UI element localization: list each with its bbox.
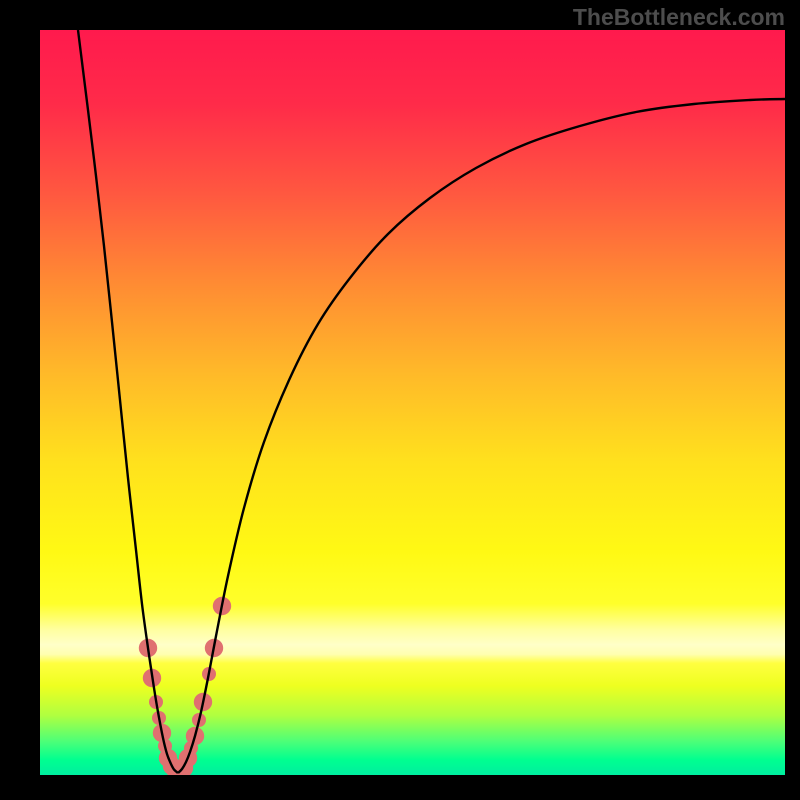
watermark-label: TheBottleneck.com bbox=[573, 4, 785, 31]
curve-left bbox=[78, 30, 178, 773]
chart-svg bbox=[0, 0, 800, 800]
chart-container: TheBottleneck.com bbox=[0, 0, 800, 800]
curve-right bbox=[178, 99, 785, 773]
